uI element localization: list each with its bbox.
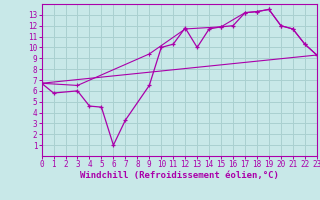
X-axis label: Windchill (Refroidissement éolien,°C): Windchill (Refroidissement éolien,°C) bbox=[80, 171, 279, 180]
